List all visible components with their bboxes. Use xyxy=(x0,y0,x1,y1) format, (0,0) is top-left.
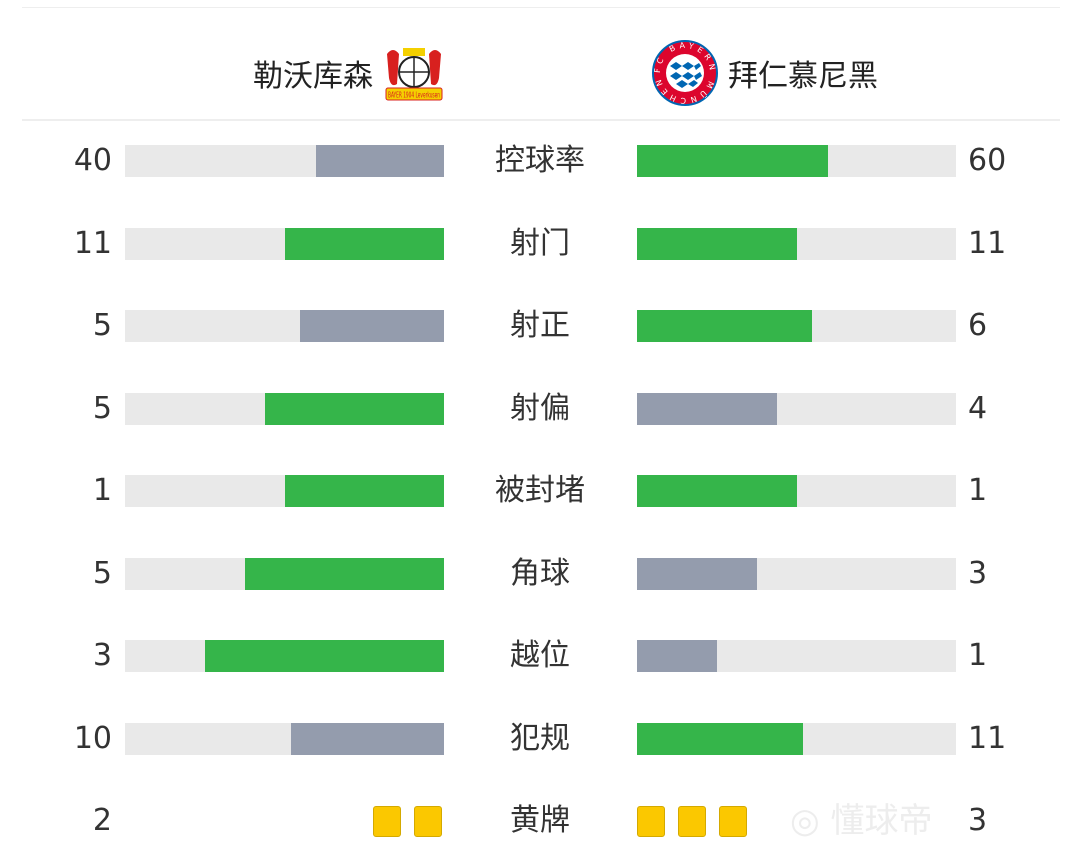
stat-label: 射正 xyxy=(510,308,570,343)
watermark: ◎ 懂球帝 xyxy=(790,800,932,842)
away-value: 11 xyxy=(968,225,1007,261)
home-bar-track xyxy=(125,392,444,425)
away-bar-track xyxy=(637,227,956,260)
home-value: 40 xyxy=(73,143,112,178)
home-bar-track xyxy=(125,475,444,507)
yellow-card-icon xyxy=(414,806,442,837)
away-bar-track xyxy=(637,557,956,590)
watermark-text: 懂球帝 xyxy=(830,801,933,841)
away-value: 60 xyxy=(968,143,1007,178)
stat-row: 5 角球 3 xyxy=(0,554,1080,594)
stat-row-yellow-cards: 2 黄牌 3 xyxy=(0,801,1080,841)
home-team-name: 勒沃库森 xyxy=(253,59,373,94)
away-bar-fill xyxy=(637,557,757,590)
stat-row: 11 射门 11 xyxy=(0,224,1080,264)
home-bar-track xyxy=(125,310,444,342)
home-value: 11 xyxy=(73,225,112,261)
stat-label: 被封堵 xyxy=(495,473,585,508)
home-bar-track xyxy=(125,145,444,177)
stat-row: 5 射偏 4 xyxy=(0,389,1080,429)
stat-label: 控球率 xyxy=(495,143,585,178)
home-bar-fill xyxy=(204,640,444,672)
away-value: 4 xyxy=(968,390,988,426)
yellow-card-icon xyxy=(678,806,706,837)
home-value: 5 xyxy=(92,390,112,426)
stat-row: 3 越位 1 xyxy=(0,636,1080,676)
away-bar-fill xyxy=(637,227,797,260)
stat-label: 犯规 xyxy=(510,720,570,756)
stat-label: 射偏 xyxy=(510,390,570,426)
away-value: 3 xyxy=(968,803,988,838)
home-bar-fill xyxy=(284,475,444,507)
away-bar-fill xyxy=(637,640,717,672)
away-value: 11 xyxy=(968,720,1007,756)
home-value: 10 xyxy=(73,720,112,756)
yellow-card-icon xyxy=(719,806,747,837)
home-value: 5 xyxy=(92,308,112,343)
home-bar-track xyxy=(125,640,444,672)
stat-row: 40 控球率 60 xyxy=(0,141,1080,181)
yellow-card-icon xyxy=(373,806,401,837)
home-bar-fill xyxy=(244,557,444,590)
top-divider xyxy=(22,7,1060,8)
away-bar-fill xyxy=(637,145,829,177)
home-bar-fill xyxy=(316,145,444,177)
home-value: 5 xyxy=(92,555,112,591)
home-bar-track xyxy=(125,557,444,590)
away-value: 3 xyxy=(968,555,988,591)
watermark-logo-icon: ◎ xyxy=(790,801,820,841)
away-value: 1 xyxy=(968,638,988,673)
home-bar-fill xyxy=(300,310,444,342)
bayern-logo-icon: FC BAYERN MÜNCHEN xyxy=(652,40,718,106)
leverkusen-logo-icon: BAYER 1904 Leverkusen xyxy=(385,48,443,101)
away-team-name: 拜仁慕尼黑 xyxy=(728,59,878,94)
away-bar-track xyxy=(637,145,956,177)
away-bar-fill xyxy=(637,310,813,342)
away-team[interactable]: FC BAYERN MÜNCHEN 拜仁慕尼黑 xyxy=(652,40,878,106)
stat-label: 越位 xyxy=(510,638,570,673)
home-team[interactable]: 勒沃库森 BAYER 1904 Leverkusen xyxy=(253,40,445,106)
home-value: 2 xyxy=(92,803,112,838)
stat-row: 5 射正 6 xyxy=(0,306,1080,346)
stat-label: 射门 xyxy=(510,225,570,261)
yellow-card-icon xyxy=(637,806,665,837)
away-value: 6 xyxy=(968,308,988,343)
header-divider xyxy=(22,119,1060,121)
home-value: 1 xyxy=(92,473,112,508)
stat-label: 角球 xyxy=(510,555,570,591)
away-bar-track xyxy=(637,310,956,342)
home-value: 3 xyxy=(92,638,112,673)
home-bar-fill xyxy=(284,227,444,260)
away-bar-track xyxy=(637,640,956,672)
away-bar-fill xyxy=(637,475,797,507)
stat-label: 黄牌 xyxy=(510,803,570,838)
away-bar-fill xyxy=(637,392,778,425)
away-bar-track xyxy=(637,475,956,507)
home-bar-fill xyxy=(290,722,444,755)
home-logo-text: BAYER 1904 Leverkusen xyxy=(388,91,440,100)
stat-row: 1 被封堵 1 xyxy=(0,471,1080,511)
away-value: 1 xyxy=(968,473,988,508)
home-bar-track xyxy=(125,722,444,755)
stat-row: 10 犯规 11 xyxy=(0,719,1080,759)
away-bar-fill xyxy=(637,722,803,755)
home-bar-track xyxy=(125,227,444,260)
away-bar-track xyxy=(637,722,956,755)
away-bar-track xyxy=(637,392,956,425)
home-bar-fill xyxy=(265,392,444,425)
